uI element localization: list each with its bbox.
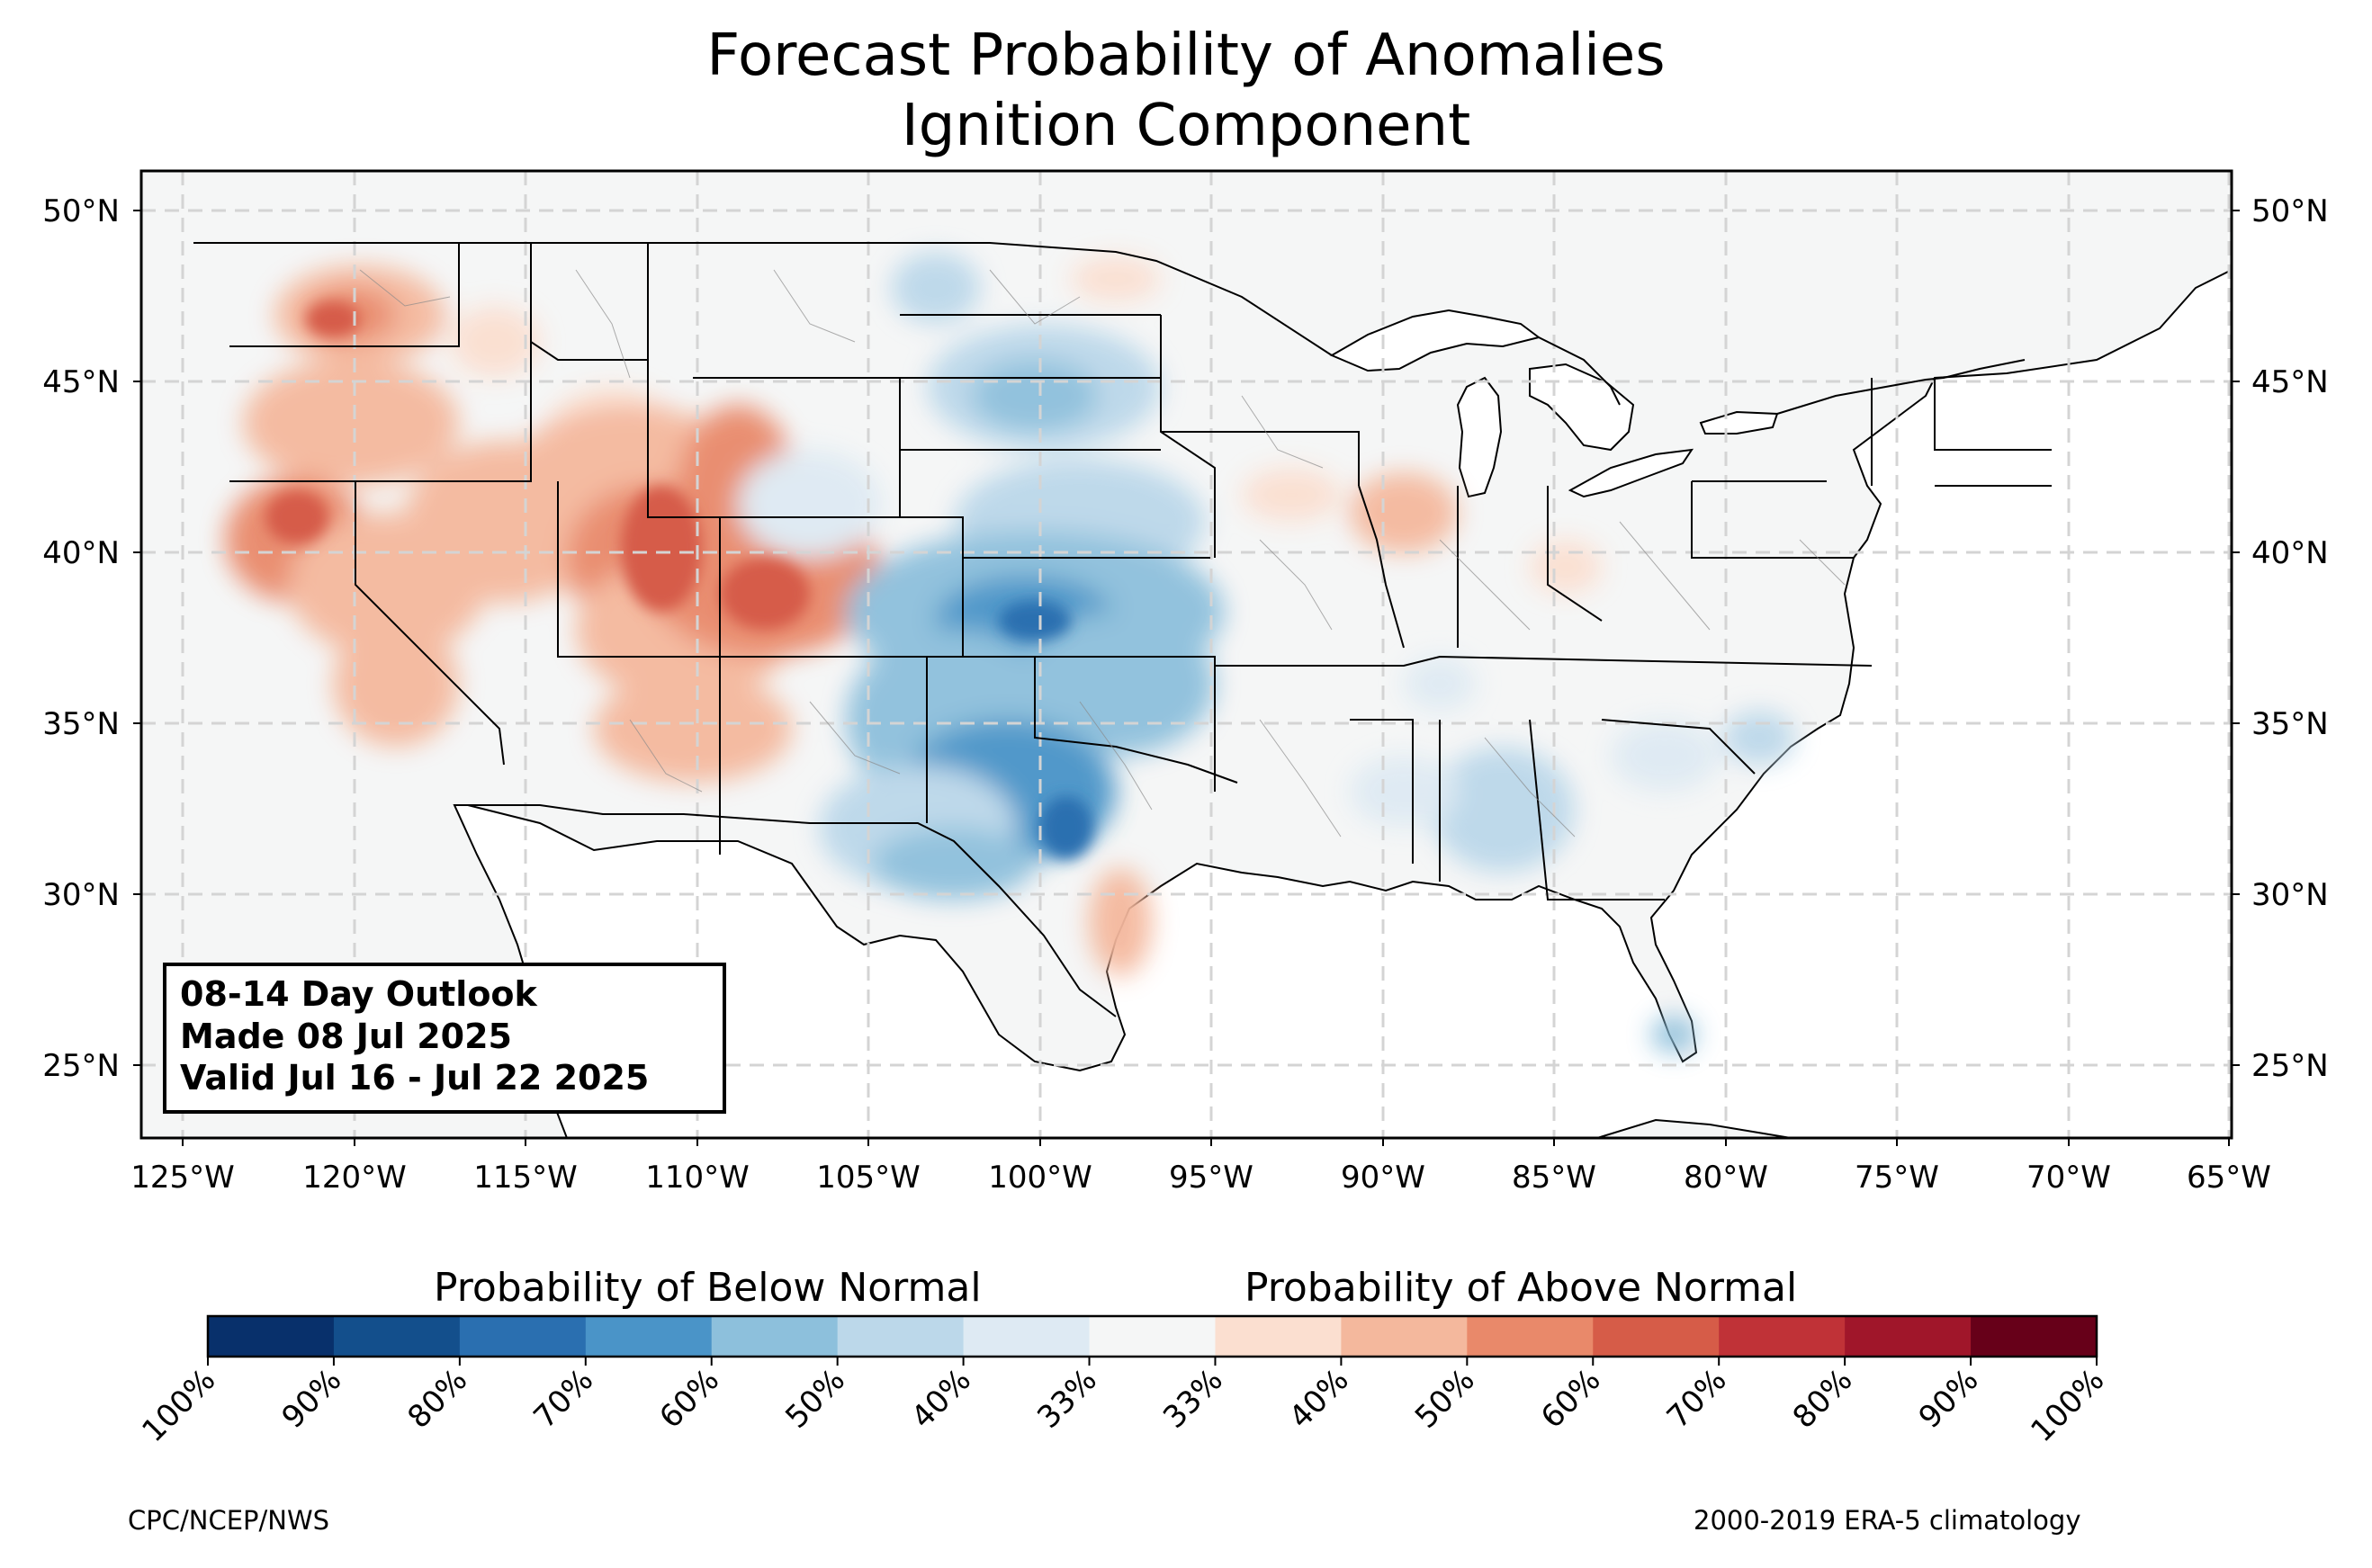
lat-tick-label: 30°N bbox=[42, 877, 120, 913]
map-frame bbox=[139, 169, 2233, 1140]
colorbar-tick-label: 60% bbox=[652, 1362, 726, 1436]
lon-tick-label: 120°W bbox=[302, 1160, 407, 1196]
credit-climatology: 2000-2019 ERA-5 climatology bbox=[1694, 1505, 2081, 1536]
longitude-axis: 125°W 120°W 115°W 110°W 105°W 100°W 95°W 90°W 85… bbox=[130, 1138, 2271, 1196]
colorbar-tick-label: 33% bbox=[1030, 1362, 1104, 1436]
colorbar-segment bbox=[1215, 1316, 1342, 1357]
colorbar-frame bbox=[206, 1314, 2098, 1358]
lat-tick-label-right: 35°N bbox=[2251, 706, 2329, 742]
colorbar-tick-label: 60% bbox=[1534, 1362, 1608, 1436]
lon-tick-label: 110°W bbox=[645, 1160, 750, 1196]
colorbar-tick-label: 90% bbox=[1912, 1362, 1986, 1436]
outlook-valid-dates: Valid Jul 16 - Jul 22 2025 bbox=[180, 1058, 649, 1098]
colorbar-tick-label: 50% bbox=[778, 1362, 852, 1436]
colorbar-segment bbox=[837, 1316, 965, 1357]
colorbar-segment bbox=[1719, 1316, 1846, 1357]
lat-tick-label: 45°N bbox=[42, 364, 120, 400]
lat-tick-label-right: 40°N bbox=[2251, 535, 2329, 571]
latitude-axis-right: 50°N 45°N 40°N 35°N 30°N 25°N bbox=[2232, 193, 2329, 1084]
lon-tick-label: 80°W bbox=[1684, 1160, 1768, 1196]
lon-tick-label: 85°W bbox=[1512, 1160, 1596, 1196]
colorbar-segment bbox=[1593, 1316, 1720, 1357]
outlook-made-date: Made 08 Jul 2025 bbox=[180, 1017, 512, 1056]
colorbar-tick-label: 50% bbox=[1408, 1362, 1482, 1436]
colorbar-above-label: Probability of Above Normal bbox=[1244, 1265, 1798, 1311]
lat-tick-label-right: 30°N bbox=[2251, 877, 2329, 913]
lat-tick-label: 35°N bbox=[42, 706, 120, 742]
colorbar-tick-label: 80% bbox=[401, 1362, 475, 1436]
minor-borders bbox=[359, 269, 1846, 838]
colorbar-segment bbox=[333, 1316, 461, 1357]
colorbar-segment bbox=[208, 1316, 335, 1357]
colorbar-tick-label: 40% bbox=[904, 1362, 978, 1436]
colorbar-segment bbox=[711, 1316, 839, 1357]
colorbar-tick-label: 100% bbox=[2024, 1362, 2111, 1449]
lat-tick-label: 25°N bbox=[42, 1048, 120, 1084]
lake-michigan bbox=[1456, 376, 1503, 498]
lon-tick-label: 100°W bbox=[988, 1160, 1092, 1196]
colorbar: 100% 90% 80% 70% 60% 50% 40% 33% 33% 40% 50% 60% 70%… bbox=[135, 1314, 2111, 1449]
lake-huron bbox=[1529, 363, 1635, 452]
lat-tick-label: 40°N bbox=[42, 535, 120, 571]
lat-tick-label-right: 25°N bbox=[2251, 1048, 2329, 1084]
lat-tick-label-right: 50°N bbox=[2251, 193, 2329, 229]
political-borders bbox=[193, 242, 2052, 1017]
lon-tick-label: 125°W bbox=[130, 1160, 235, 1196]
colorbar-segment bbox=[1467, 1316, 1594, 1357]
colorbar-tick-label: 33% bbox=[1156, 1362, 1230, 1436]
credit-source: CPC/NCEP/NWS bbox=[128, 1505, 330, 1536]
colorbar-segment bbox=[1341, 1316, 1468, 1357]
lake-ontario bbox=[1699, 410, 1779, 435]
colorbar-segment bbox=[585, 1316, 713, 1357]
colorbar-tick-label: 40% bbox=[1282, 1362, 1356, 1436]
colorbar-segment bbox=[1089, 1316, 1216, 1357]
latitude-axis-left: 50°N 45°N 40°N 35°N 30°N 25°N bbox=[42, 193, 141, 1084]
lon-tick-label: 90°W bbox=[1341, 1160, 1425, 1196]
colorbar-tick-label: 90% bbox=[275, 1362, 349, 1436]
colorbar-segment bbox=[963, 1316, 1091, 1357]
lat-tick-label: 50°N bbox=[42, 193, 120, 229]
lat-tick-label-right: 45°N bbox=[2251, 364, 2329, 400]
cuba-outline bbox=[1596, 1118, 1792, 1138]
lake-erie bbox=[1568, 448, 1694, 498]
colorbar-tick-label: 80% bbox=[1786, 1362, 1860, 1436]
colorbar-tick-label: 70% bbox=[1660, 1362, 1734, 1436]
lon-tick-label: 115°W bbox=[473, 1160, 578, 1196]
colorbar-below-label: Probability of Below Normal bbox=[434, 1265, 982, 1311]
colorbar-segment bbox=[1971, 1316, 2098, 1357]
colorbar-tick-label: 70% bbox=[526, 1362, 600, 1436]
colorbar-tick-label: 100% bbox=[135, 1362, 222, 1449]
chart-title-line1: Forecast Probability of Anomalies bbox=[706, 22, 1666, 89]
lon-tick-label: 65°W bbox=[2187, 1160, 2271, 1196]
colorbar-segment bbox=[459, 1316, 587, 1357]
outlook-info-box: 08-14 Day Outlook Made 08 Jul 2025 Valid… bbox=[163, 963, 726, 1114]
outlook-period: 08-14 Day Outlook bbox=[180, 974, 538, 1014]
lon-tick-label: 95°W bbox=[1169, 1160, 1253, 1196]
lon-tick-label: 70°W bbox=[2026, 1160, 2111, 1196]
chart-title-line2: Ignition Component bbox=[901, 93, 1471, 159]
lon-tick-label: 75°W bbox=[1855, 1160, 1939, 1196]
lon-tick-label: 105°W bbox=[816, 1160, 921, 1196]
colorbar-segment bbox=[1845, 1316, 1972, 1357]
